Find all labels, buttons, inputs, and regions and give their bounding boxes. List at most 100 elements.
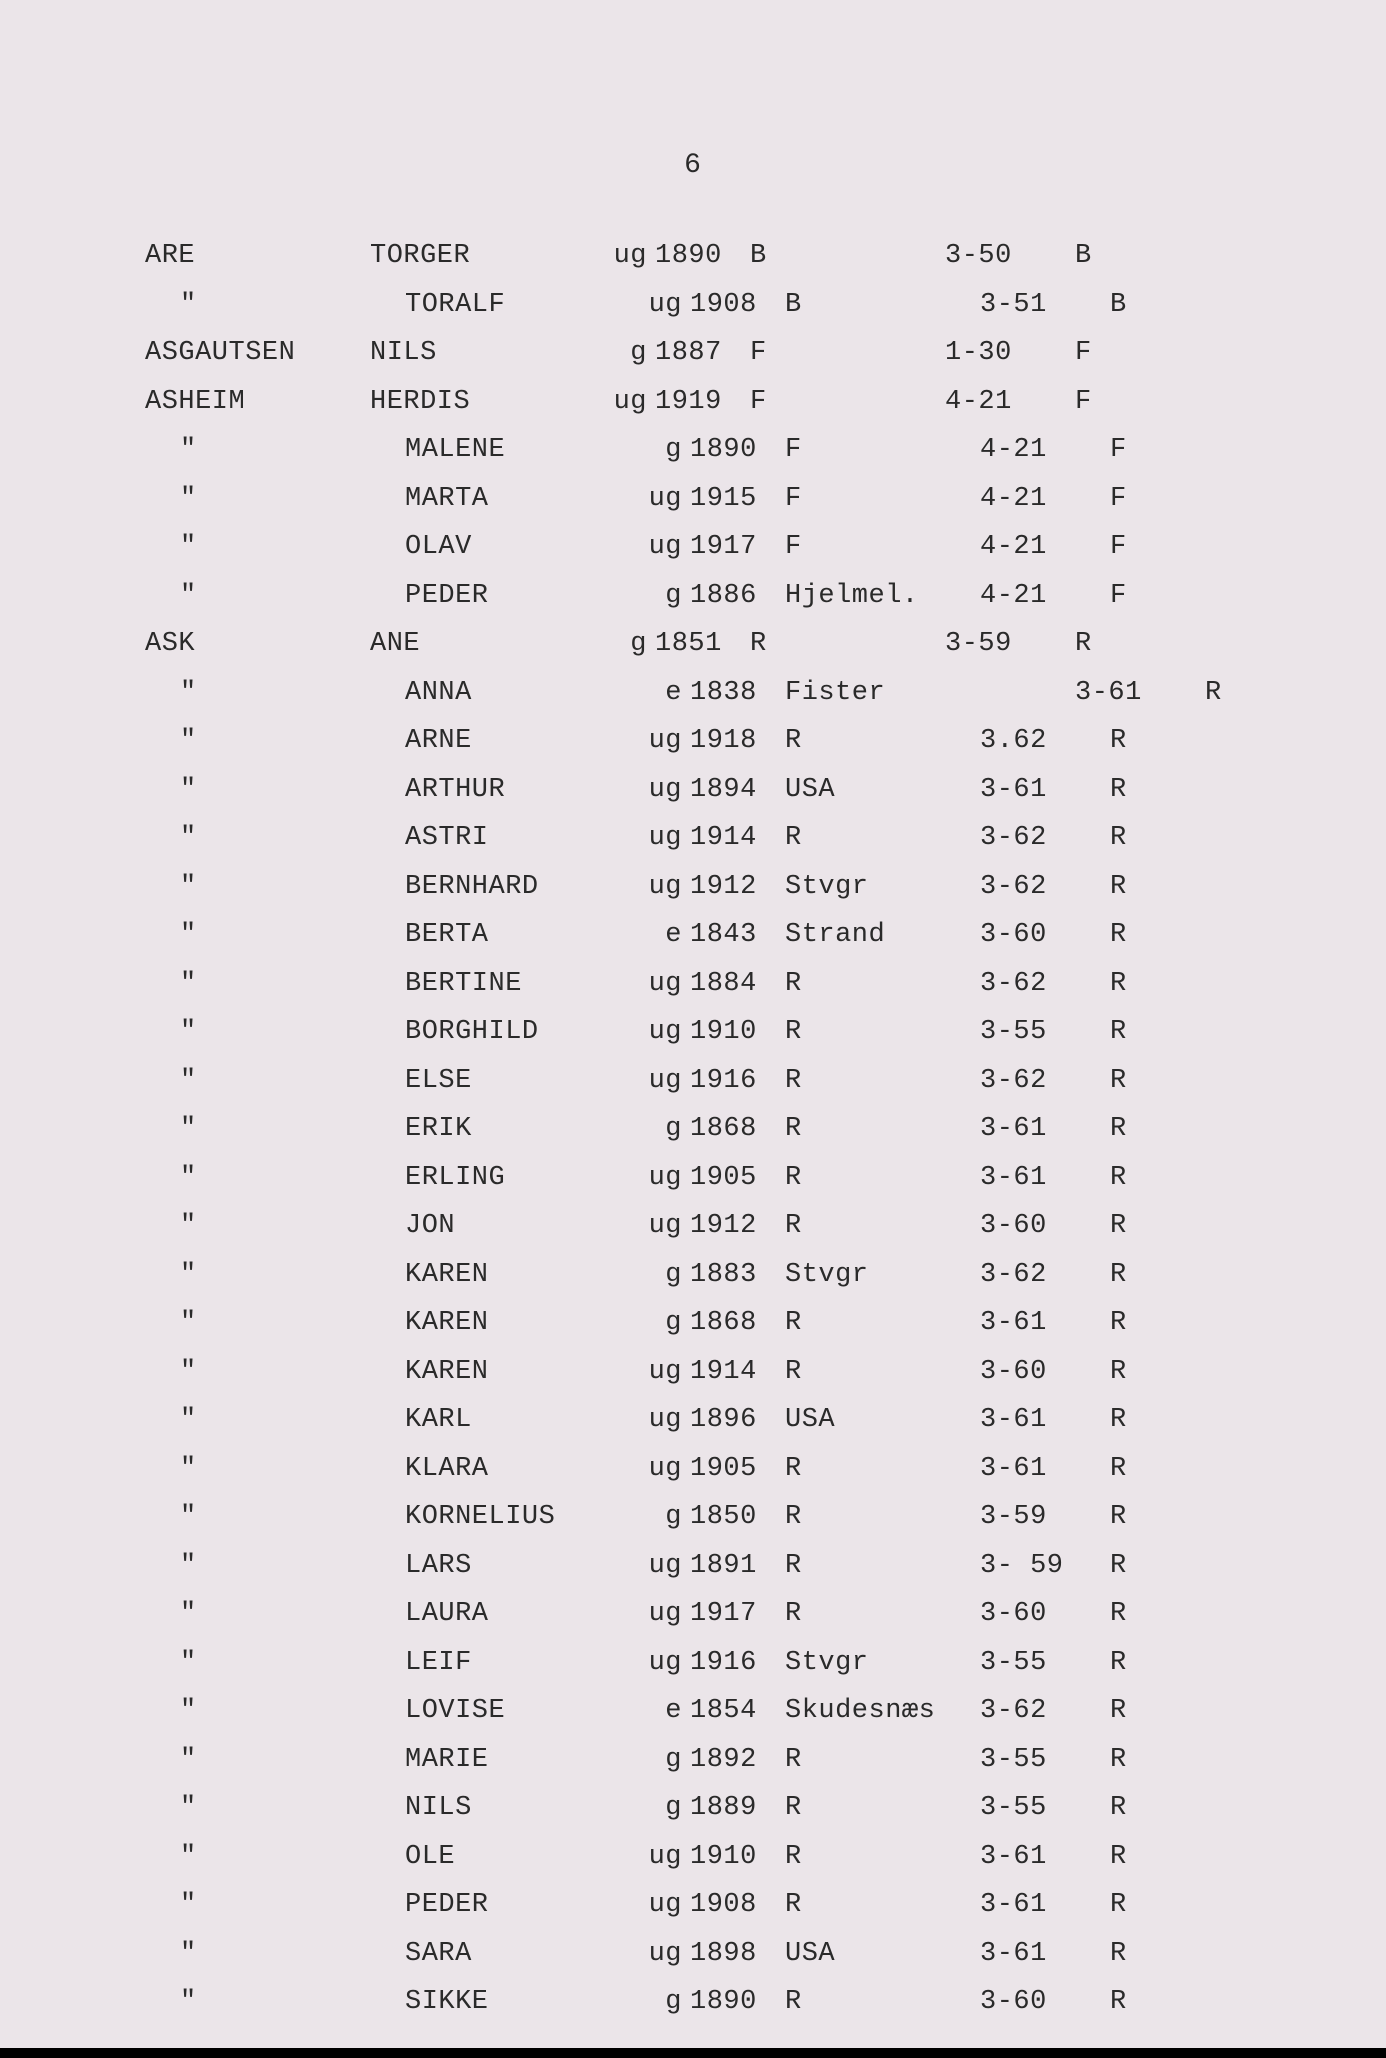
document-page: 6 ARETORGERug1890B3-50B"TORALFug1908B3-5… [0,0,1386,2048]
reference-cell: 3-55 [980,1017,1110,1047]
reference-cell: 3-59 [980,1502,1110,1532]
year-cell: 1910 [690,1842,785,1872]
reference-cell: 4-21 [945,387,1075,417]
given-name-cell: SARA [405,1939,635,1969]
suffix-cell: F [1075,387,1115,417]
suffix-cell: R [1110,1211,1150,1241]
surname-cell: ASGAUTSEN [145,338,370,368]
record-row: "KORNELIUSg1850R3-59R [145,1502,1286,1551]
status-cell: ug [635,823,690,853]
year-cell: 1908 [690,290,785,320]
status-cell: g [635,1987,690,2017]
place-cell: B [785,290,980,320]
record-row: "LOVISEe1854Skudesnæs3-62R [145,1696,1286,1745]
year-cell: 1905 [690,1163,785,1193]
record-row: "TORALFug1908B3-51B [145,290,1286,339]
given-name-cell: ARNE [405,726,635,756]
year-cell: 1890 [690,435,785,465]
status-cell: ug [635,1648,690,1678]
place-cell: R [785,1066,980,1096]
record-row: "MARIEg1892R3-55R [145,1745,1286,1794]
given-name-cell: KAREN [405,1308,635,1338]
year-cell: 1850 [690,1502,785,1532]
status-cell: g [635,1308,690,1338]
record-row: "LAURAug1917R3-60R [145,1599,1286,1648]
place-cell: USA [785,775,980,805]
record-row: "MALENEg1890F4-21F [145,435,1286,484]
year-cell: 1898 [690,1939,785,1969]
suffix-cell: R [1110,1890,1150,1920]
given-name-cell: ANNA [405,678,635,708]
record-row: ARETORGERug1890B3-50B [145,241,1286,290]
year-cell: 1838 [690,678,785,708]
reference-cell: 4-21 [980,532,1110,562]
suffix-cell: F [1110,484,1150,514]
given-name-cell: KAREN [405,1357,635,1387]
suffix-cell: B [1075,241,1115,271]
reference-cell: 3-61 [980,1890,1110,1920]
surname-cell: " [145,1648,405,1678]
surname-cell: ASHEIM [145,387,370,417]
record-row: "ARNEug1918R3.62R [145,726,1286,775]
surname-cell: " [145,920,405,950]
surname-cell: " [145,1260,405,1290]
reference-cell: 4-21 [980,435,1110,465]
suffix-cell: F [1110,581,1150,611]
year-cell: 1892 [690,1745,785,1775]
surname-cell: " [145,1551,405,1581]
surname-cell: " [145,1308,405,1338]
given-name-cell: LEIF [405,1648,635,1678]
suffix-cell: R [1110,920,1150,950]
suffix-cell: R [1110,1745,1150,1775]
status-cell: e [635,1696,690,1726]
reference-cell: 3-62 [980,1066,1110,1096]
place-cell: R [785,1357,980,1387]
surname-cell: " [145,678,405,708]
given-name-cell: KLARA [405,1454,635,1484]
place-cell: R [785,1308,980,1338]
place-cell: R [785,1745,980,1775]
surname-cell: " [145,1454,405,1484]
record-row: "LARSug1891R3- 59R [145,1551,1286,1600]
record-row: "ELSEug1916R3-62R [145,1066,1286,1115]
given-name-cell: ELSE [405,1066,635,1096]
status-cell: g [635,435,690,465]
surname-cell: " [145,1114,405,1144]
status-cell: ug [635,1405,690,1435]
year-cell: 1916 [690,1066,785,1096]
surname-cell: " [145,1405,405,1435]
year-cell: 1914 [690,1357,785,1387]
reference-cell: 3-61 [980,1405,1110,1435]
reference-cell: 3-60 [980,1357,1110,1387]
given-name-cell: SIKKE [405,1987,635,2017]
reference-cell: 3-61 [980,1114,1110,1144]
place-cell: F [785,435,980,465]
year-cell: 1914 [690,823,785,853]
surname-cell: " [145,1017,405,1047]
reference-cell: 3-60 [980,1211,1110,1241]
reference-cell: 3-61 [980,1163,1110,1193]
given-name-cell: LARS [405,1551,635,1581]
given-name-cell: NILS [370,338,600,368]
suffix-cell: R [1110,1308,1150,1338]
given-name-cell: ASTRI [405,823,635,853]
status-cell: ug [635,775,690,805]
place-cell: R [785,1211,980,1241]
surname-cell: " [145,1793,405,1823]
status-cell: ug [635,1163,690,1193]
suffix-cell: R [1110,1405,1150,1435]
suffix-cell: R [1110,775,1150,805]
year-cell: 1884 [690,969,785,999]
year-cell: 1886 [690,581,785,611]
suffix-cell: R [1110,726,1150,756]
suffix-cell: R [1110,1357,1150,1387]
place-cell: R [785,1793,980,1823]
status-cell: ug [635,1017,690,1047]
record-row: "SIKKEg1890R3-60R [145,1987,1286,2036]
place-cell: R [750,629,945,659]
given-name-cell: ERLING [405,1163,635,1193]
given-name-cell: TORALF [405,290,635,320]
record-row: "KLARAug1905R3-61R [145,1454,1286,1503]
place-cell: Stvgr [785,872,980,902]
suffix-cell: F [1110,435,1150,465]
